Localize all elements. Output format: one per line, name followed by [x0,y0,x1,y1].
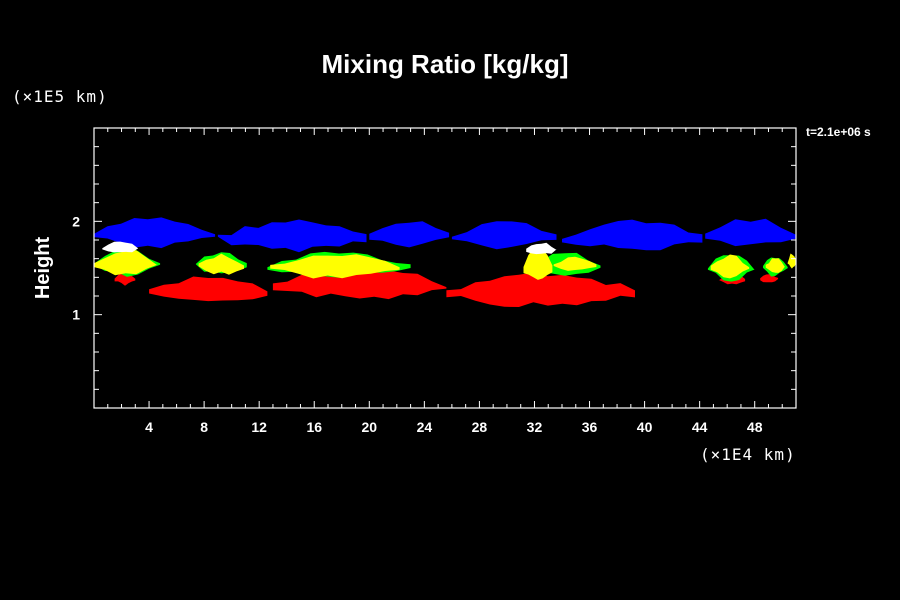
mixing-ratio-region [787,253,796,269]
mixing-ratio-region [102,241,138,253]
mixing-ratio-region [765,258,785,273]
mixing-ratio-region [94,250,158,276]
mixing-ratio-region [705,218,796,247]
y-axis-ticks: 12 [72,146,796,390]
y-axis-label: Height [32,237,54,300]
mixing-ratio-layer [94,217,796,253]
x-tick-label: 8 [200,419,208,435]
x-tick-label: 16 [306,419,322,435]
x-axis-unit: (×1E4 km) [700,445,796,464]
mixing-ratio-region [446,272,635,307]
mixing-ratio-region [562,219,703,251]
plot-frame [93,127,797,409]
mixing-ratio-region [94,217,216,249]
x-tick-label: 44 [692,419,708,435]
time-label: t=2.1e+06 s [806,125,871,139]
x-tick-label: 36 [582,419,598,435]
mixing-ratio-region [710,254,750,279]
mixing-ratio-region [270,254,400,279]
x-tick-label: 20 [362,419,378,435]
mixing-ratio-region [369,221,450,248]
mixing-ratio-layer [94,246,796,280]
mixing-ratio-region [217,219,367,253]
mixing-ratio-region [451,221,557,250]
mixing-ratio-layer [102,241,557,255]
chart-title: Mixing Ratio [kg/kg] [322,49,569,79]
mixing-ratio-region [198,253,244,275]
x-tick-label: 40 [637,419,653,435]
y-tick-label: 1 [72,307,80,323]
x-tick-label: 4 [145,419,153,435]
x-tick-label: 24 [417,419,433,435]
mixing-ratio-region [526,242,557,255]
y-axis-unit: (×1E5 km) [12,87,108,106]
mixing-ratio-region [553,256,597,271]
x-tick-label: 32 [527,419,543,435]
x-tick-label: 28 [472,419,488,435]
x-tick-label: 48 [747,419,763,435]
plot-border [93,127,797,409]
mixing-ratio-region [523,246,553,280]
mixing-ratio-layer [94,246,788,282]
x-axis-ticks: 4 8 12 16 20 24 28 32 36 40 44 48 [93,128,797,435]
x-tick-label: 12 [251,419,267,435]
y-tick-label: 2 [72,213,80,229]
mixing-ratio-field [94,217,796,307]
mixing-ratio-region [149,276,268,302]
